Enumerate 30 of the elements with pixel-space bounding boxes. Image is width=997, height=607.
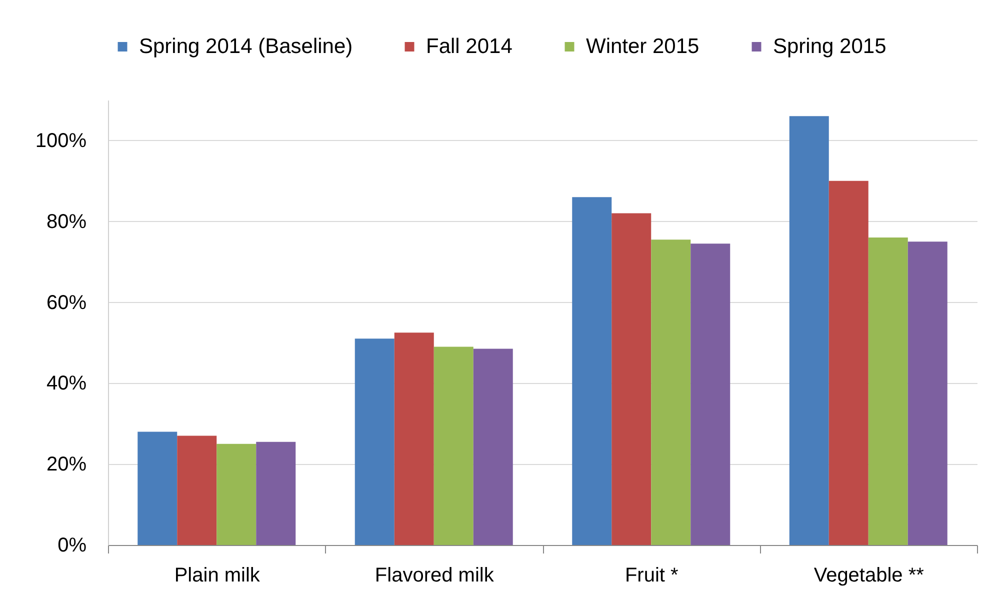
bar [473, 348, 513, 545]
bar [651, 240, 691, 545]
y-tick-label: 100% [35, 130, 87, 152]
bar [789, 116, 829, 545]
legend-label: Winter 2015 [586, 34, 700, 58]
bar [256, 442, 296, 545]
bar [908, 242, 948, 545]
x-tick-label: Plain milk [174, 564, 261, 586]
bar [612, 213, 652, 545]
bar [354, 338, 394, 545]
bar [177, 436, 217, 545]
bar [828, 180, 868, 545]
y-tick-label: 0% [58, 534, 87, 556]
bar [572, 197, 612, 545]
bar [138, 432, 178, 545]
bar [868, 238, 908, 545]
legend-label: Spring 2015 [773, 34, 886, 58]
bar [434, 346, 474, 545]
y-tick-label: 20% [46, 454, 87, 476]
bar [394, 332, 434, 545]
x-tick-label: Vegetable ** [814, 564, 924, 586]
bar [690, 244, 730, 545]
x-tick-label: Fruit * [624, 564, 679, 586]
legend-label: Fall 2014 [426, 34, 513, 58]
y-tick-label: 80% [46, 210, 87, 233]
y-tick-label: 40% [46, 372, 87, 395]
x-tick-label: Flavored milk [374, 564, 495, 586]
legend-label: Spring 2014 (Baseline) [139, 34, 353, 58]
y-tick-label: 60% [46, 292, 87, 314]
bar [216, 444, 256, 545]
